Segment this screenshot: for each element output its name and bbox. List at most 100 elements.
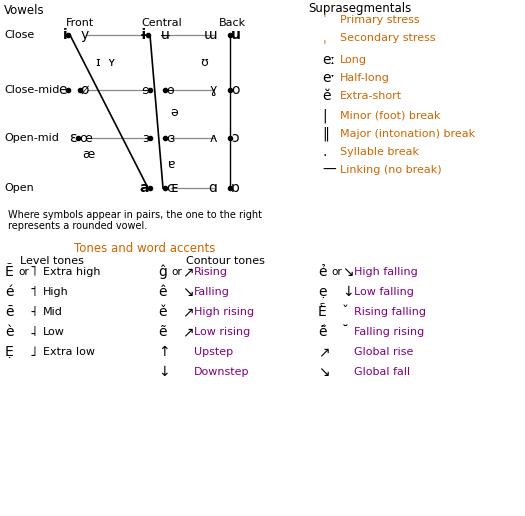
- Text: y: y: [81, 28, 89, 42]
- Text: ˌ: ˌ: [322, 31, 326, 45]
- Text: Falling: Falling: [194, 287, 230, 297]
- Text: Extra high: Extra high: [43, 267, 100, 277]
- Text: Extra-short: Extra-short: [340, 91, 402, 101]
- Text: represents a rounded vowel.: represents a rounded vowel.: [8, 221, 147, 231]
- Text: è: è: [5, 325, 14, 339]
- Text: Vowels: Vowels: [4, 4, 45, 17]
- Text: Linking (no break): Linking (no break): [340, 165, 442, 175]
- Text: Extra low: Extra low: [43, 347, 95, 357]
- Text: ɜ: ɜ: [142, 132, 149, 144]
- Text: ↗: ↗: [182, 325, 194, 339]
- Text: ɔ: ɔ: [231, 131, 239, 145]
- Text: Back: Back: [218, 18, 246, 28]
- Text: ẹ: ẹ: [318, 285, 327, 299]
- Text: Upstep: Upstep: [194, 347, 233, 357]
- Text: œ: œ: [79, 132, 92, 144]
- Text: ˨: ˨: [30, 325, 37, 339]
- Text: ˘: ˘: [342, 325, 349, 339]
- Text: Suprasegmentals: Suprasegmentals: [308, 2, 412, 15]
- Text: ↓: ↓: [158, 365, 170, 379]
- Text: ˥: ˥: [30, 265, 37, 279]
- Text: e: e: [58, 83, 67, 97]
- Text: Major (intonation) break: Major (intonation) break: [340, 129, 475, 139]
- Text: i: i: [62, 28, 67, 42]
- Text: |: |: [322, 109, 327, 123]
- Text: ø: ø: [81, 83, 89, 97]
- Text: ɐ: ɐ: [168, 158, 175, 171]
- Text: ˈ: ˈ: [322, 13, 326, 27]
- Text: Rising falling: Rising falling: [354, 307, 426, 317]
- Text: Ẽ̀: Ẽ̀: [318, 305, 327, 319]
- Text: ě: ě: [158, 305, 166, 319]
- Text: Global rise: Global rise: [354, 347, 413, 357]
- Text: ↑: ↑: [158, 345, 170, 359]
- Text: ɛ: ɛ: [69, 131, 77, 145]
- Text: é: é: [5, 285, 14, 299]
- Text: ʏ: ʏ: [107, 56, 114, 69]
- Text: Where symbols appear in pairs, the one to the right: Where symbols appear in pairs, the one t…: [8, 210, 262, 220]
- Text: or: or: [171, 267, 182, 277]
- Text: ɘ: ɘ: [141, 84, 149, 96]
- Text: ↘: ↘: [182, 285, 194, 299]
- Text: ↗: ↗: [182, 265, 194, 279]
- Text: Half-long: Half-long: [340, 73, 390, 83]
- Text: Syllable break: Syllable break: [340, 147, 419, 157]
- Text: ẽ́: ẽ́: [318, 325, 327, 339]
- Text: a: a: [140, 181, 149, 195]
- Text: ‖: ‖: [322, 127, 329, 141]
- Text: Low falling: Low falling: [354, 287, 414, 297]
- Text: ˧: ˧: [30, 305, 37, 319]
- Text: Tones and word accents: Tones and word accents: [75, 242, 216, 255]
- Text: Rising: Rising: [194, 267, 228, 277]
- Text: Secondary stress: Secondary stress: [340, 33, 436, 43]
- Text: Front: Front: [66, 18, 94, 28]
- Text: ʌ: ʌ: [209, 132, 217, 144]
- Text: High: High: [43, 287, 69, 297]
- Text: Ẽ: Ẽ: [5, 265, 14, 279]
- Text: ê: ê: [158, 285, 166, 299]
- Text: Central: Central: [142, 18, 182, 28]
- Text: or: or: [331, 267, 342, 277]
- Text: ɯ: ɯ: [204, 28, 217, 42]
- Text: Close: Close: [4, 30, 34, 40]
- Text: u: u: [231, 28, 241, 42]
- Text: High falling: High falling: [354, 267, 418, 277]
- Text: ɣ: ɣ: [209, 84, 217, 96]
- Text: Mid: Mid: [43, 307, 63, 317]
- Text: ə: ə: [170, 106, 178, 120]
- Text: .: .: [322, 145, 327, 159]
- Text: ʊ: ʊ: [200, 56, 208, 69]
- Text: —: —: [322, 163, 336, 177]
- Text: ẽ: ẽ: [158, 325, 166, 339]
- Text: ɒ: ɒ: [231, 181, 240, 195]
- Text: eˑ: eˑ: [322, 71, 335, 85]
- Text: ˩: ˩: [30, 345, 37, 359]
- Text: ē: ē: [5, 305, 14, 319]
- Text: or: or: [18, 267, 29, 277]
- Text: ɶ: ɶ: [166, 181, 178, 195]
- Text: eː: eː: [322, 53, 335, 67]
- Text: Downstep: Downstep: [194, 367, 249, 377]
- Text: ɞ: ɞ: [166, 132, 174, 144]
- Text: Low: Low: [43, 327, 65, 337]
- Text: Ẹ: Ẹ: [5, 345, 14, 359]
- Text: Level tones: Level tones: [20, 256, 84, 266]
- Text: Contour tones: Contour tones: [185, 256, 265, 266]
- Text: High rising: High rising: [194, 307, 254, 317]
- Text: Open: Open: [4, 183, 34, 193]
- Text: ↓: ↓: [342, 285, 354, 299]
- Text: Long: Long: [340, 55, 367, 65]
- Text: ˇ: ˇ: [342, 305, 349, 319]
- Text: ↗: ↗: [182, 305, 194, 319]
- Text: ẻ: ẻ: [318, 265, 327, 279]
- Text: ↗: ↗: [318, 345, 330, 359]
- Text: ʉ: ʉ: [161, 28, 170, 42]
- Text: ɨ: ɨ: [140, 28, 147, 42]
- Text: Close-mid: Close-mid: [4, 85, 59, 95]
- Text: Falling rising: Falling rising: [354, 327, 424, 337]
- Text: o: o: [231, 83, 239, 97]
- Text: Open-mid: Open-mid: [4, 133, 59, 143]
- Text: ĕ: ĕ: [322, 89, 331, 103]
- Text: Global fall: Global fall: [354, 367, 410, 377]
- Text: ĝ: ĝ: [158, 265, 167, 279]
